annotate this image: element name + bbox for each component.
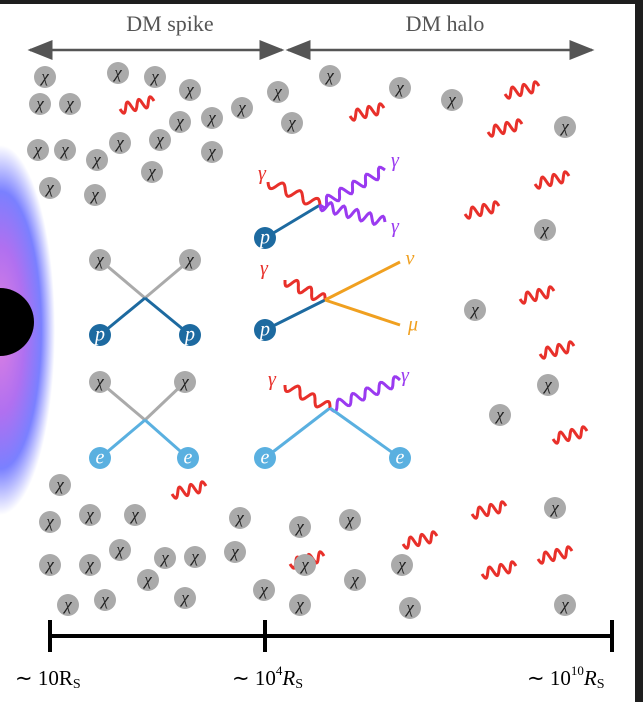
dm-symbol: χ: [91, 150, 101, 169]
dm-symbol: χ: [234, 508, 244, 527]
dm-symbol: χ: [54, 475, 64, 494]
dm-symbol: χ: [179, 372, 189, 391]
dm-symbol: χ: [294, 595, 304, 614]
dm-symbol: χ: [44, 512, 54, 531]
dm-symbol: χ: [174, 112, 184, 131]
dm-symbol: χ: [539, 220, 549, 239]
dm-symbol: χ: [84, 505, 94, 524]
dm-symbol: χ: [236, 98, 246, 117]
scale-text: ∼ 10R: [15, 666, 73, 690]
scale-sub: S: [73, 677, 81, 692]
dm-symbol: χ: [394, 78, 404, 97]
dm-symbol: χ: [286, 113, 296, 132]
scale-sub: S: [295, 677, 303, 692]
dm-symbol: χ: [94, 250, 104, 269]
dm-symbol: χ: [349, 570, 359, 589]
dm-symbol: χ: [89, 185, 99, 204]
dm-symbol: χ: [142, 570, 152, 589]
scale-text: ∼ 10: [232, 666, 276, 690]
sm-symbol: p: [258, 319, 270, 341]
sm-symbol: p: [183, 324, 195, 346]
sm-symbol: e: [96, 447, 105, 469]
dm-symbol: χ: [32, 140, 42, 159]
scale-label: ∼ 104RS: [232, 663, 303, 692]
dm-symbol: χ: [112, 63, 122, 82]
dm-symbol: χ: [258, 580, 268, 599]
dm-symbol: χ: [542, 375, 552, 394]
dm-symbol: χ: [559, 595, 569, 614]
dm-symbol: χ: [344, 510, 354, 529]
region-label: DM spike: [126, 11, 213, 36]
dm-symbol: χ: [146, 162, 156, 181]
dm-symbol: χ: [84, 555, 94, 574]
particle-label: γ: [260, 258, 269, 280]
sm-symbol: p: [93, 324, 105, 346]
sm-symbol: e: [396, 447, 405, 469]
dm-symbol: χ: [34, 94, 44, 113]
dm-symbol: χ: [404, 598, 414, 617]
dm-symbol: χ: [299, 555, 309, 574]
particle-label: γ: [391, 216, 400, 238]
dm-symbol: χ: [179, 588, 189, 607]
dm-symbol: χ: [129, 505, 139, 524]
dm-symbol: χ: [446, 90, 456, 109]
dm-symbol: χ: [44, 555, 54, 574]
dm-symbol: χ: [494, 405, 504, 424]
dm-symbol: χ: [206, 108, 216, 127]
scale-label: ∼ 1010RS: [527, 663, 604, 692]
diagram: DM spike DM halo ∼ 10RS ∼ 104RS ∼ 1010RS…: [0, 0, 643, 702]
particle-label: γ: [401, 365, 410, 387]
dm-symbol: χ: [206, 142, 216, 161]
scale-var: R: [281, 666, 295, 690]
scale-text: ∼ 10: [527, 666, 571, 690]
dm-symbol: χ: [149, 67, 159, 86]
dm-symbol: χ: [44, 178, 54, 197]
dm-symbol: χ: [272, 82, 282, 101]
dm-symbol: χ: [396, 555, 406, 574]
dm-symbol: χ: [62, 595, 72, 614]
dm-symbol: χ: [549, 498, 559, 517]
scale-sup: 10: [571, 663, 584, 678]
particle-label: γ: [268, 369, 277, 391]
particle-label: μ: [407, 314, 418, 336]
dm-symbol: χ: [154, 130, 164, 149]
dm-symbol: χ: [114, 540, 124, 559]
particle-label: γ: [391, 150, 400, 172]
particle-label: ν: [406, 248, 415, 270]
dm-symbol: χ: [559, 117, 569, 136]
dm-symbol: χ: [469, 300, 479, 319]
dm-symbol: χ: [294, 517, 304, 536]
sm-symbol: e: [184, 447, 193, 469]
dm-symbol: χ: [324, 66, 334, 85]
sm-symbol: e: [261, 447, 270, 469]
dm-symbol: χ: [159, 548, 169, 567]
dm-symbol: χ: [39, 67, 49, 86]
dm-symbol: χ: [114, 133, 124, 152]
dm-symbol: χ: [59, 140, 69, 159]
dm-symbol: χ: [184, 250, 194, 269]
sm-symbol: p: [258, 227, 270, 249]
dm-symbol: χ: [94, 372, 104, 391]
dm-symbol: χ: [184, 80, 194, 99]
dm-symbol: χ: [64, 94, 74, 113]
scale-label: ∼ 10RS: [15, 666, 81, 692]
scale-sub: S: [597, 677, 605, 692]
region-label: DM halo: [406, 11, 485, 36]
scale-var: R: [583, 666, 597, 690]
dm-symbol: χ: [189, 547, 199, 566]
dm-symbol: χ: [99, 590, 109, 609]
dm-symbol: χ: [229, 542, 239, 561]
particle-label: γ: [258, 163, 267, 185]
